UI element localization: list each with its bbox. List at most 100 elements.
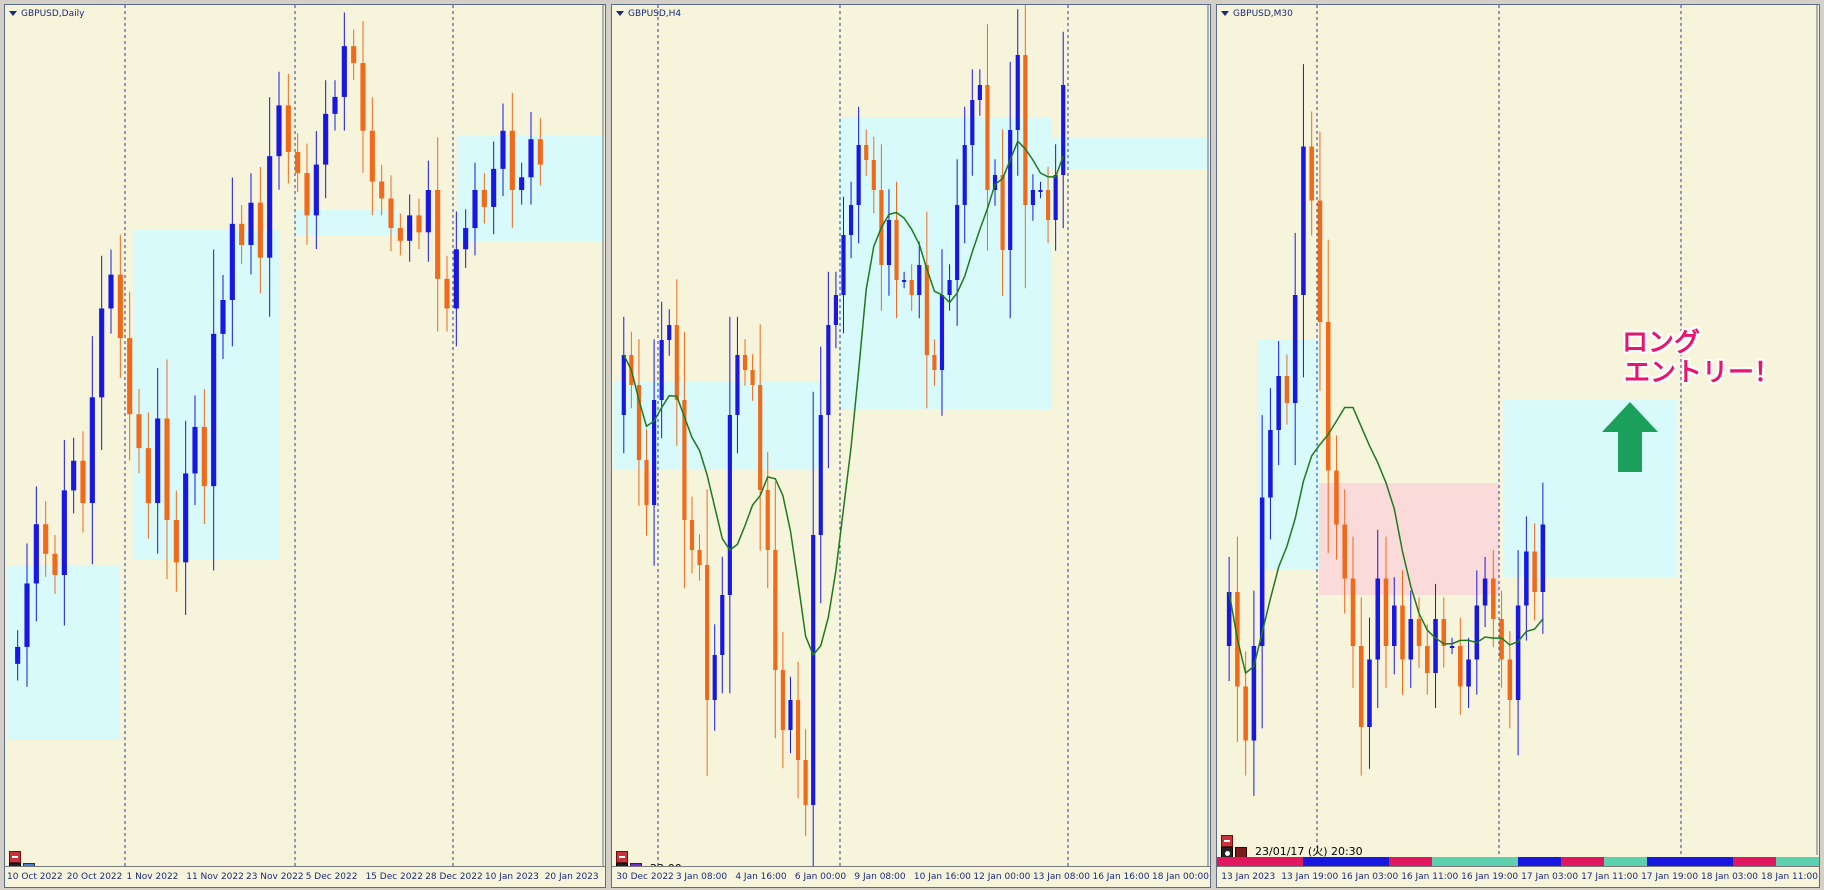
time-axis-label: 10 Oct 2022 — [7, 872, 63, 882]
time-axis-label: 18 Jan 00:00 — [1152, 872, 1209, 882]
chart-window-m30[interactable]: GBPUSD,M30 23/01/17 (火) 20:30 13 Jan 202… — [1216, 4, 1820, 888]
candle-body — [229, 223, 235, 300]
candle-body — [712, 655, 717, 700]
candle-body — [89, 397, 95, 504]
candle-body — [1243, 686, 1248, 741]
candle-body — [894, 220, 899, 280]
candle-body — [1367, 659, 1372, 727]
daily-plot[interactable] — [5, 5, 605, 867]
candle-body — [765, 490, 770, 550]
candle-body — [1499, 619, 1504, 660]
close-trade-icon[interactable] — [1221, 835, 1233, 847]
candle-body — [24, 583, 30, 647]
candle-body — [145, 448, 151, 504]
candle-body — [528, 139, 534, 178]
candle-body — [992, 175, 998, 190]
daily-title: GBPUSD,Daily — [9, 9, 84, 19]
chart-window-daily[interactable]: GBPUSD,Daily 10 Oct 2022 20 Oct 2022 1 Nov… — [4, 4, 606, 888]
candle-body — [924, 265, 929, 355]
candle-body — [758, 385, 763, 490]
time-axis-label: 1 Nov 2022 — [126, 872, 179, 882]
time-axis-label: 10 Jan 16:00 — [913, 872, 971, 882]
session-color-strip — [1217, 857, 1819, 867]
candle-body — [313, 164, 319, 216]
candle-body — [742, 355, 748, 370]
candle-body — [1391, 605, 1397, 646]
candle-body — [323, 113, 329, 165]
candle-body — [360, 63, 366, 131]
candle-body — [1061, 85, 1066, 175]
candle-body — [1284, 376, 1290, 403]
candle-body — [1301, 146, 1306, 295]
candle-body — [1482, 578, 1488, 606]
moving-average-line — [623, 139, 1064, 657]
session-block — [1732, 857, 1777, 867]
chevron-down-icon[interactable] — [616, 11, 624, 16]
candle-body — [472, 190, 478, 229]
candle-body — [697, 550, 702, 565]
chevron-down-icon[interactable] — [1221, 11, 1229, 16]
candle-body — [970, 100, 975, 145]
candle-body — [947, 280, 952, 295]
candle-body — [1292, 295, 1298, 403]
candle-body — [285, 105, 291, 152]
candle-body — [720, 595, 725, 655]
candle-body — [117, 274, 123, 339]
candle-body — [1053, 175, 1058, 220]
candle-body — [453, 249, 459, 309]
candle-body — [201, 426, 207, 487]
time-axis-label: 16 Jan 03:00 — [1341, 872, 1399, 882]
session-block — [1647, 857, 1691, 867]
candle-body — [1015, 55, 1020, 130]
candle-body — [1325, 322, 1331, 471]
session-block — [1388, 857, 1433, 867]
candle-body — [848, 205, 854, 235]
candle-body — [183, 473, 189, 563]
candle-body — [1317, 200, 1323, 322]
m30-plot[interactable] — [1217, 5, 1819, 867]
candle-body — [341, 46, 347, 97]
candle-body — [99, 308, 105, 398]
candle-body — [509, 130, 515, 190]
daily-time-axis: 10 Oct 2022 20 Oct 2022 1 Nov 2022 11 Nov 2… — [5, 866, 605, 887]
candle-body — [379, 181, 385, 199]
candle-body — [155, 418, 161, 504]
candle-body — [1383, 578, 1389, 646]
time-axis-label: 28 Dec 2022 — [425, 872, 483, 882]
candle-body — [61, 490, 67, 575]
candle-body — [444, 278, 450, 309]
candle-body — [267, 156, 273, 258]
candle-body — [1491, 578, 1496, 619]
candle-body — [407, 215, 413, 241]
candle-body — [871, 160, 876, 190]
candle-body — [621, 355, 626, 415]
candle-body — [1466, 659, 1471, 687]
candle-body — [1350, 578, 1356, 646]
time-axis-label: 15 Dec 2022 — [365, 872, 423, 882]
candle-body — [689, 520, 695, 550]
candle-body — [826, 325, 831, 415]
candle-body — [1000, 175, 1005, 250]
supply-demand-zone — [614, 381, 822, 470]
candle-body — [735, 355, 740, 415]
candle-body — [173, 520, 179, 563]
time-axis-label: 6 Jan 00:00 — [794, 872, 847, 882]
candle-body — [351, 46, 357, 64]
chevron-down-icon[interactable] — [9, 11, 17, 16]
close-trade-icon[interactable] — [9, 851, 21, 863]
time-axis-label: 10 Jan 2023 — [484, 872, 539, 882]
h4-plot[interactable] — [612, 5, 1210, 867]
close-trade-icon[interactable] — [616, 851, 628, 863]
candle-body — [1251, 646, 1257, 741]
time-axis-label: 20 Oct 2022 — [66, 872, 123, 882]
time-axis-label: 20 Jan 2023 — [544, 872, 599, 882]
candle-body — [818, 415, 823, 535]
candle-body — [164, 418, 170, 520]
time-axis-label: 30 Dec 2022 — [616, 872, 674, 882]
candle-body — [917, 265, 922, 295]
candle-body — [388, 198, 394, 229]
candle-body — [985, 85, 990, 190]
candle-body — [682, 400, 687, 520]
candle-body — [750, 370, 755, 385]
